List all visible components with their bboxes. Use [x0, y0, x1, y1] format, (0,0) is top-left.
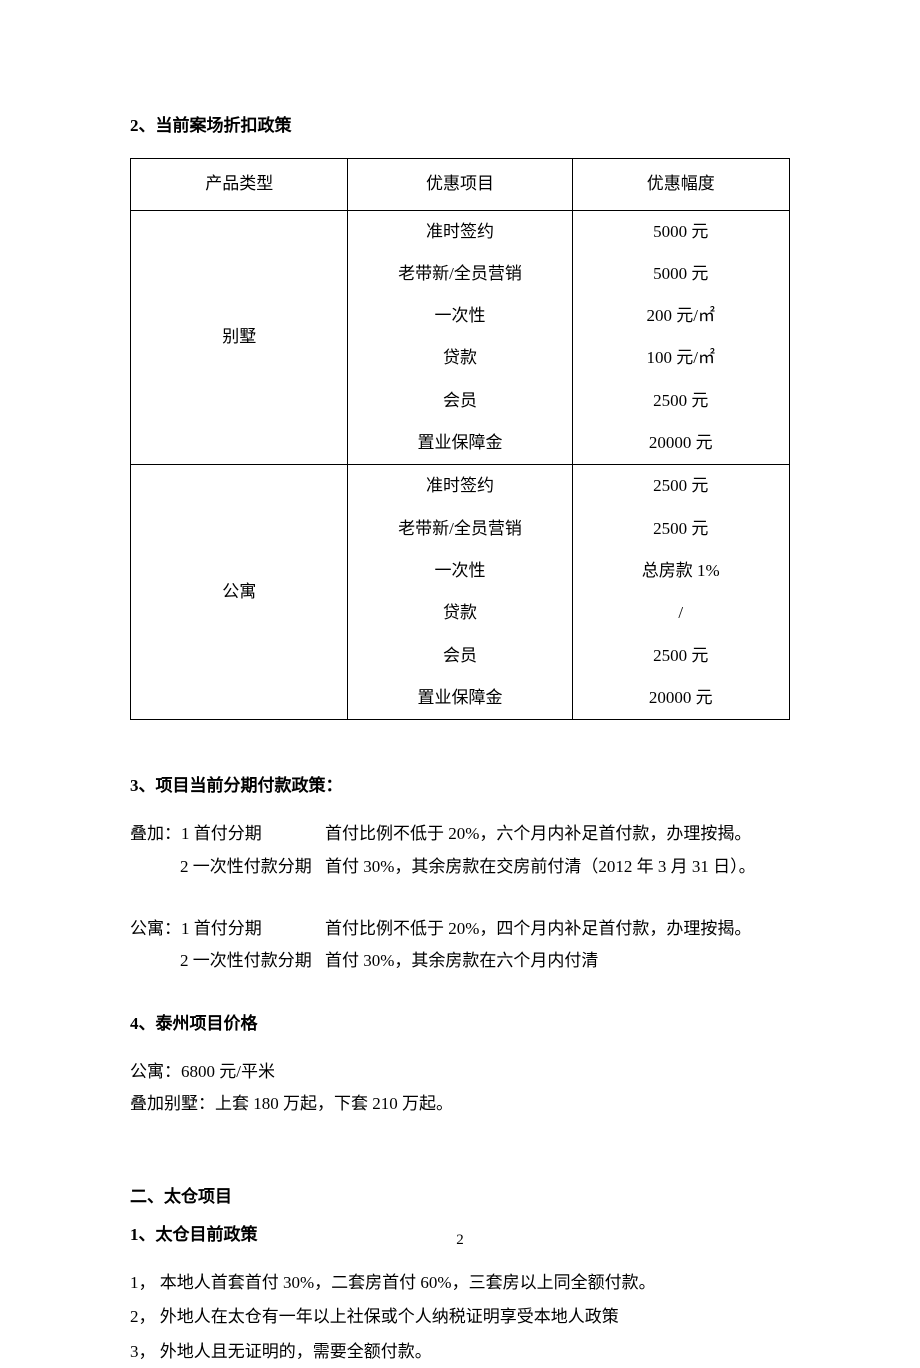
price-line: 公寓：6800 元/平米	[130, 1056, 790, 1088]
payment-block-1: 叠加：1 首付分期 首付比例不低于 20%，六个月内补足首付款，办理按揭。 2 …	[130, 818, 790, 883]
payment-label: 公寓：1 首付分期	[130, 913, 325, 945]
price-block: 公寓：6800 元/平米 叠加别墅：上套 180 万起，下套 210 万起。	[130, 1056, 790, 1121]
th-item: 优惠项目	[348, 159, 572, 210]
section2-heading: 2、当前案场折扣政策	[130, 110, 790, 142]
cell-amount: 5000 元	[572, 210, 789, 253]
th-amount: 优惠幅度	[572, 159, 789, 210]
payment-block-2: 公寓：1 首付分期 首付比例不低于 20%，四个月内补足首付款，办理按揭。 2 …	[130, 913, 790, 978]
cell-item: 会员	[348, 380, 572, 422]
cell-item: 置业保障金	[348, 677, 572, 720]
cell-amount: 100 元/㎡	[572, 337, 789, 379]
product-villa: 别墅	[131, 210, 348, 465]
cell-amount: 5000 元	[572, 253, 789, 295]
th-product: 产品类型	[131, 159, 348, 210]
cell-item: 贷款	[348, 337, 572, 379]
page-number: 2	[0, 1226, 920, 1255]
cell-amount: 200 元/㎡	[572, 295, 789, 337]
cell-item: 老带新/全员营销	[348, 253, 572, 295]
payment-label: 叠加：1 首付分期	[130, 818, 325, 850]
taicang-item: 3， 外地人且无证明的，需要全额付款。	[130, 1336, 790, 1368]
cell-item: 会员	[348, 635, 572, 677]
payment-label: 2 一次性付款分期	[130, 945, 325, 977]
cell-amount: 总房款 1%	[572, 550, 789, 592]
cell-amount: 2500 元	[572, 635, 789, 677]
cell-item: 准时签约	[348, 210, 572, 253]
payment-desc: 首付比例不低于 20%，六个月内补足首付款，办理按揭。	[325, 818, 790, 850]
product-apartment: 公寓	[131, 465, 348, 720]
cell-item: 一次性	[348, 295, 572, 337]
cell-amount: 20000 元	[572, 422, 789, 465]
section3-heading: 3、项目当前分期付款政策：	[130, 770, 790, 802]
section4-heading: 4、泰州项目价格	[130, 1008, 790, 1040]
cell-item: 贷款	[348, 592, 572, 634]
discount-table: 产品类型 优惠项目 优惠幅度 别墅 准时签约 5000 元 老带新/全员营销 5…	[130, 158, 790, 720]
payment-desc: 首付比例不低于 20%，四个月内补足首付款，办理按揭。	[325, 913, 790, 945]
price-line: 叠加别墅：上套 180 万起，下套 210 万起。	[130, 1088, 790, 1120]
taicang-header: 二、太仓项目	[130, 1181, 790, 1213]
payment-label: 2 一次性付款分期	[130, 851, 325, 883]
taicang-item: 1， 本地人首套首付 30%，二套房首付 60%，三套房以上同全额付款。	[130, 1267, 790, 1299]
taicang-list: 1， 本地人首套首付 30%，二套房首付 60%，三套房以上同全额付款。 2， …	[130, 1267, 790, 1368]
cell-item: 置业保障金	[348, 422, 572, 465]
payment-desc: 首付 30%，其余房款在交房前付清（2012 年 3 月 31 日）。	[325, 851, 790, 883]
cell-item: 准时签约	[348, 465, 572, 508]
cell-amount: 20000 元	[572, 677, 789, 720]
taicang-item: 2， 外地人在太仓有一年以上社保或个人纳税证明享受本地人政策	[130, 1301, 790, 1333]
cell-amount: 2500 元	[572, 380, 789, 422]
cell-amount: 2500 元	[572, 465, 789, 508]
cell-amount: /	[572, 592, 789, 634]
cell-item: 一次性	[348, 550, 572, 592]
cell-amount: 2500 元	[572, 508, 789, 550]
payment-desc: 首付 30%，其余房款在六个月内付清	[325, 945, 790, 977]
cell-item: 老带新/全员营销	[348, 508, 572, 550]
